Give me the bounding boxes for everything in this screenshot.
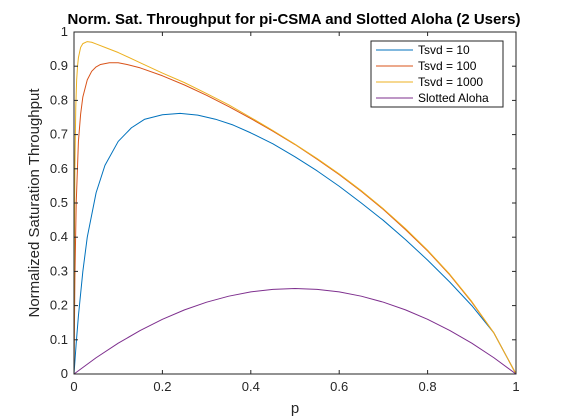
legend-entry-3: Tsvd = 1000 <box>418 75 483 89</box>
y-tick-label: 0 <box>61 366 68 381</box>
y-tick-label: 0.6 <box>50 161 68 176</box>
y-tick-label: 0.4 <box>50 229 68 244</box>
x-tick-label: 0.8 <box>419 379 437 394</box>
x-tick-label: 0 <box>70 379 77 394</box>
legend-entry-2: Tsvd = 100 <box>418 59 477 73</box>
y-axis-label: Normalized Saturation Throughput <box>26 88 43 318</box>
x-tick-label: 1 <box>512 379 519 394</box>
series-line-3 <box>73 41 517 375</box>
y-tick-label: 0.5 <box>50 195 68 210</box>
legend-entry-4: Slotted Aloha <box>418 91 489 105</box>
chart-title: Norm. Sat. Throughput for pi-CSMA and Sl… <box>67 11 520 28</box>
x-tick-label: 0.6 <box>330 379 348 394</box>
x-axis-label: p <box>291 400 299 417</box>
series-line-2 <box>73 62 517 375</box>
legend-items: Tsvd = 10 Tsvd = 100 Tsvd = 1000 Slotted Al… <box>376 43 489 105</box>
y-tick-label: 0.1 <box>50 332 68 347</box>
y-tick-label: 1 <box>61 24 68 39</box>
legend-box <box>370 40 504 108</box>
x-tick-label: 0.2 <box>153 379 171 394</box>
y-tick-label: 0.2 <box>50 298 68 313</box>
y-tick-label: 0.7 <box>50 127 68 142</box>
y-tick-label: 0.9 <box>50 58 68 73</box>
legend: Tsvd = 10 Tsvd = 100 Tsvd = 1000 Slotted Al… <box>370 40 504 108</box>
series-line-1 <box>73 112 517 375</box>
legend-entry-1: Tsvd = 10 <box>418 43 470 57</box>
ticks-layer: 0 0.2 0.4 0.6 0.8 1 0 0.1 0.2 0.3 0.4 0.5 0.6 0.7 0.8 0… <box>50 24 520 394</box>
x-tick-label: 0.4 <box>242 379 260 394</box>
y-tick-label: 0.3 <box>50 263 68 278</box>
series-layer <box>73 41 517 375</box>
series-line-4 <box>73 288 517 375</box>
y-tick-label: 0.8 <box>50 92 68 107</box>
